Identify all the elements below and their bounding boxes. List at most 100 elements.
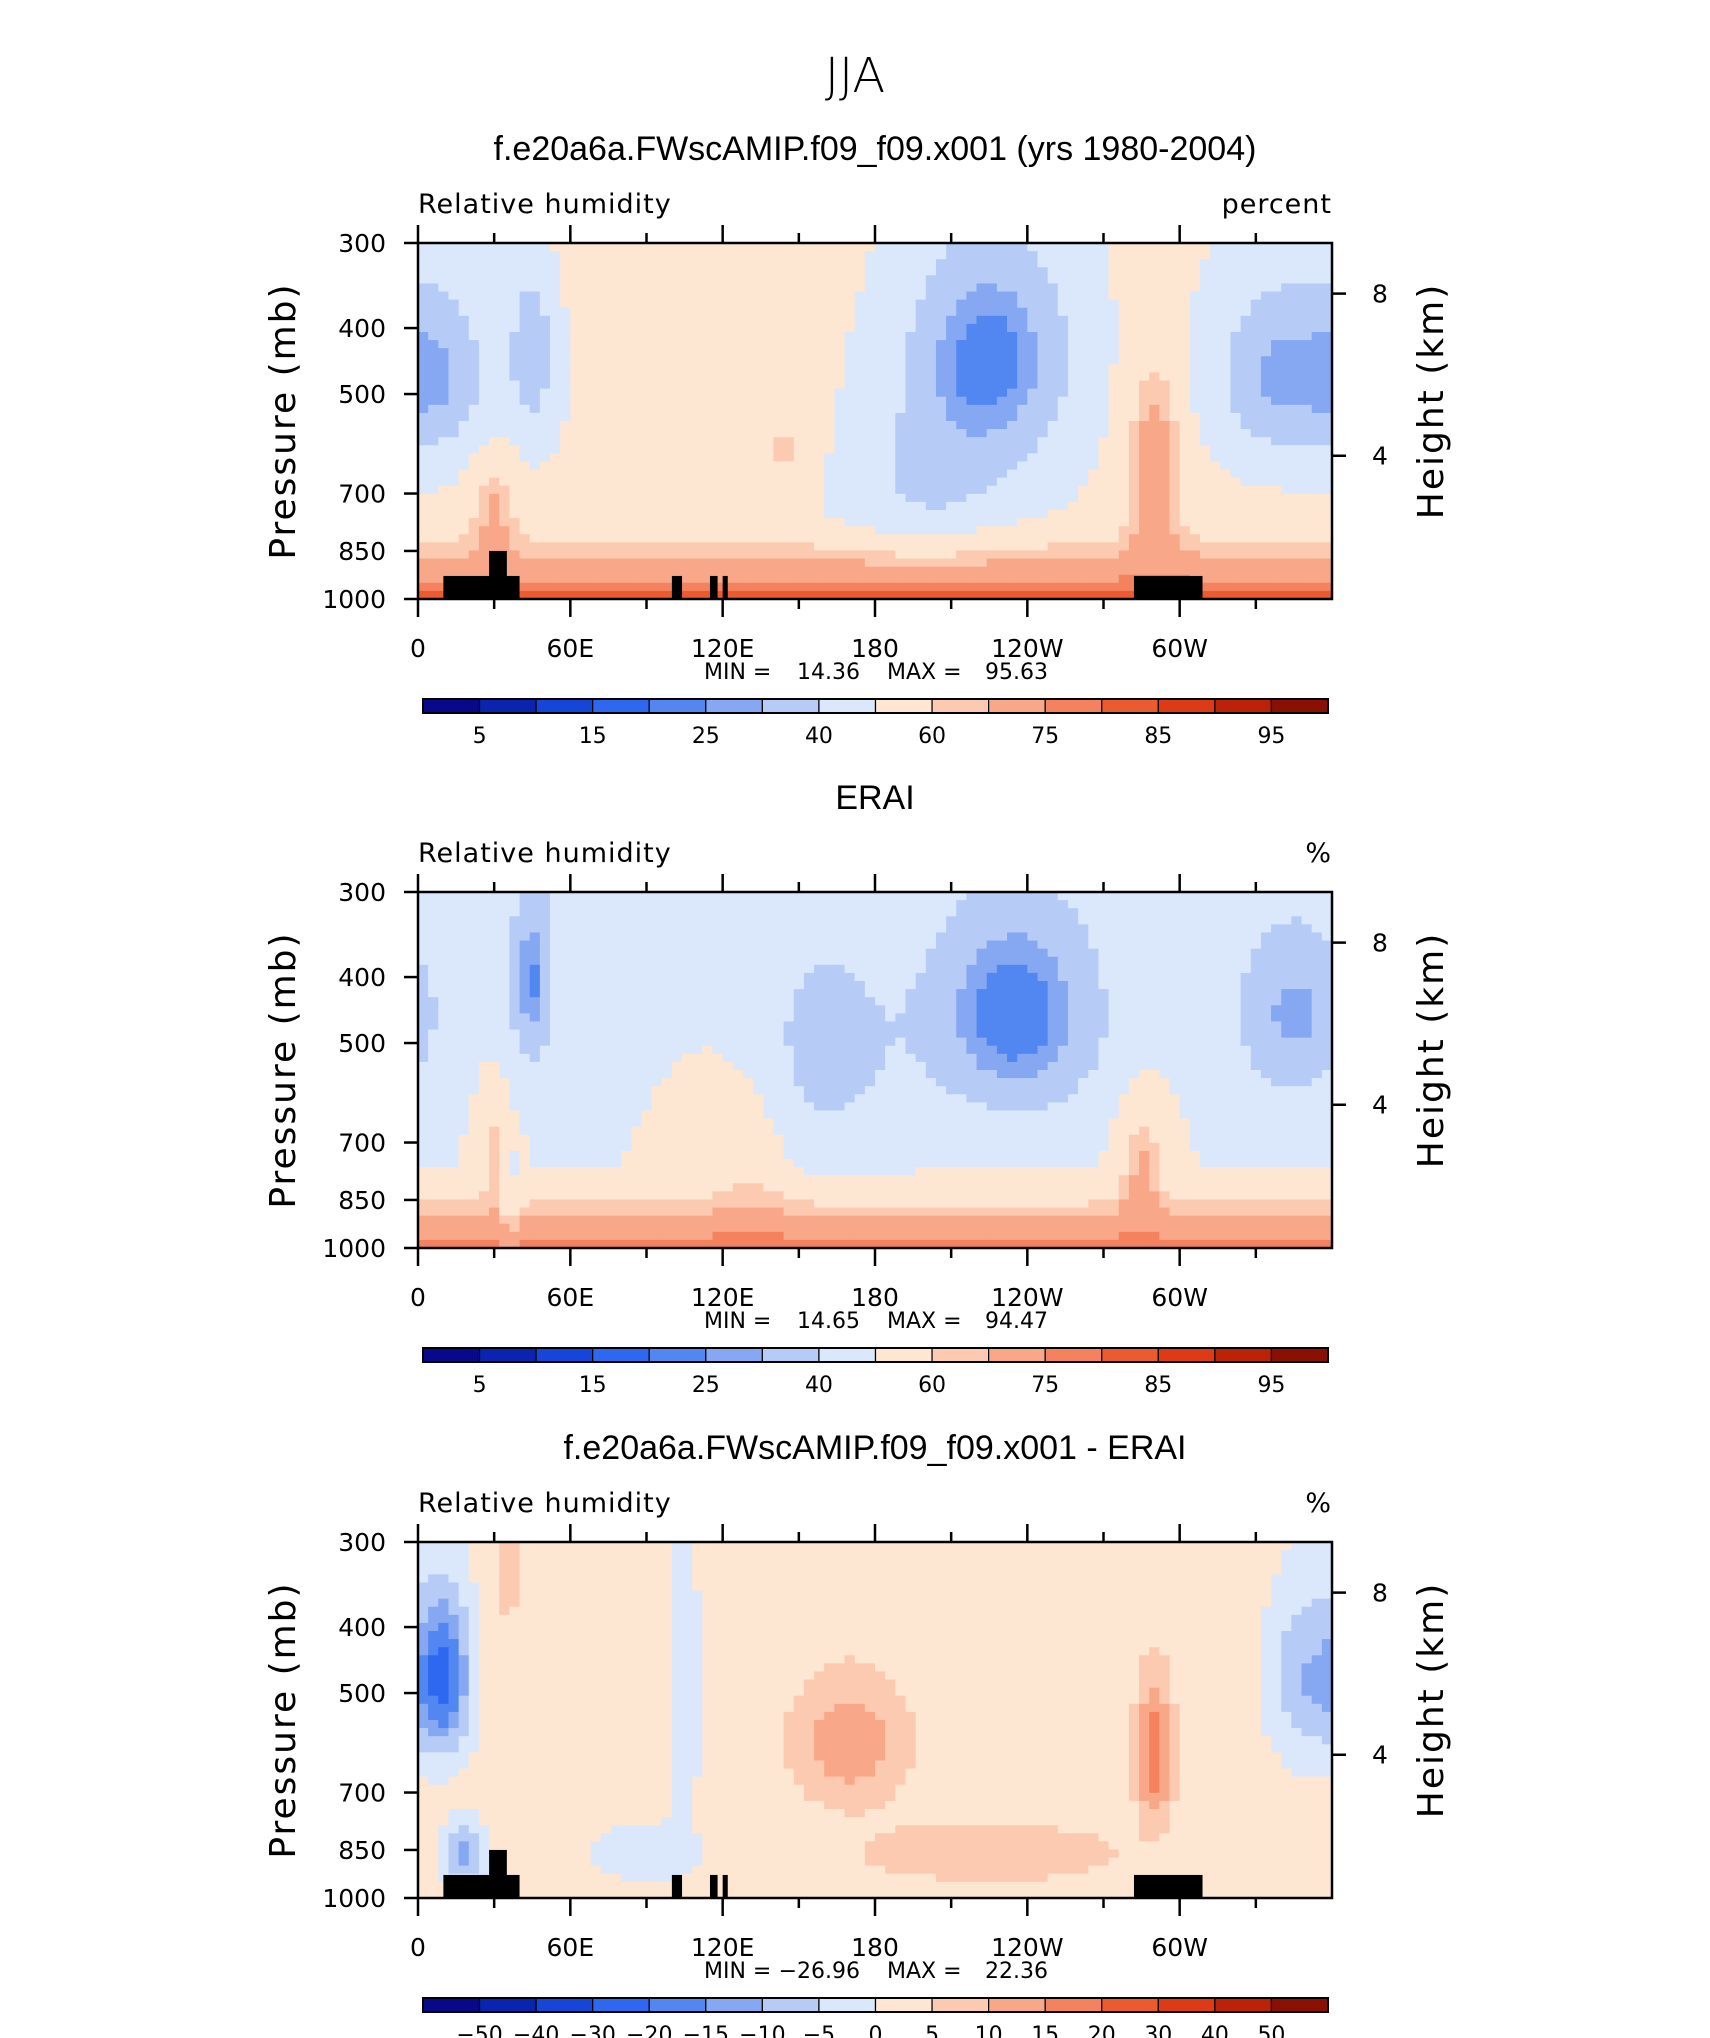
heatmap-cell	[834, 243, 846, 252]
heatmap-cell	[976, 542, 988, 552]
heatmap-cell	[1007, 332, 1018, 341]
heatmap-cell	[1149, 437, 1160, 446]
heatmap-cell	[519, 510, 531, 519]
heatmap-cell	[946, 964, 957, 974]
heatmap-cell	[763, 340, 775, 349]
heatmap-cell	[1189, 251, 1201, 260]
heatmap-cell	[1017, 340, 1028, 349]
heatmap-cell	[590, 437, 602, 446]
heatmap-cell	[875, 582, 886, 592]
heatmap-cell	[956, 283, 967, 293]
heatmap-cell	[1189, 364, 1201, 374]
heatmap-cell	[1311, 582, 1323, 592]
heatmap-cell	[1199, 291, 1211, 301]
heatmap-cell	[1199, 380, 1211, 390]
heatmap-cell	[1159, 243, 1171, 252]
heatmap-cell	[1260, 251, 1272, 260]
heatmap-cell	[966, 388, 978, 398]
heatmap-cell	[448, 469, 460, 479]
heatmap-cell	[986, 388, 998, 398]
heatmap-cell	[1321, 396, 1333, 406]
heatmap-cell	[1037, 388, 1049, 398]
heatmap-cell	[1199, 566, 1211, 576]
heatmap-cell	[570, 340, 582, 349]
heatmap-cell	[458, 388, 470, 398]
heatmap-cell	[1057, 437, 1069, 446]
heatmap-cell	[834, 348, 846, 357]
heatmap-cell	[1078, 421, 1089, 430]
heatmap-cell	[722, 892, 734, 901]
heatmap-cell	[560, 972, 571, 982]
heatmap-cell	[966, 574, 978, 584]
heatmap-cell	[651, 892, 663, 901]
heatmap-cell	[1230, 892, 1242, 901]
heatmap-cell	[1078, 267, 1089, 276]
heatmap-cell	[875, 299, 886, 309]
heatmap-cell	[529, 550, 541, 560]
heatmap-cell	[1067, 283, 1079, 293]
heatmap-cell	[661, 900, 673, 909]
heatmap-cell	[1250, 518, 1262, 527]
heatmap-cell	[539, 892, 551, 901]
heatmap-cell	[1250, 243, 1262, 252]
heatmap-cell	[1169, 948, 1181, 958]
heatmap-cell	[621, 892, 632, 901]
heatmap-cell	[793, 332, 805, 341]
heatmap-cell	[438, 956, 450, 966]
heatmap-cell	[631, 501, 643, 511]
heatmap-cell	[1017, 900, 1028, 909]
heatmap-cell	[641, 518, 653, 527]
heatmap-cell	[651, 445, 663, 454]
heatmap-cell	[1250, 412, 1262, 422]
heatmap-cell	[1017, 396, 1028, 406]
heatmap-cell	[895, 542, 907, 552]
heatmap-cell	[976, 437, 988, 446]
heatmap-cell	[946, 356, 957, 365]
heatmap-cell	[621, 412, 632, 422]
heatmap-cell	[1108, 501, 1120, 511]
heatmap-cell	[834, 315, 846, 325]
heatmap-cell	[783, 534, 795, 543]
heatmap-cell	[895, 550, 907, 560]
heatmap-cell	[1271, 924, 1282, 934]
heatmap-cell	[773, 445, 785, 454]
heatmap-cell	[814, 550, 825, 560]
heatmap-cell	[1301, 364, 1313, 374]
heatmap-cell	[966, 323, 978, 333]
heatmap-cell	[722, 542, 734, 552]
heatmap-cell	[935, 332, 947, 341]
heatmap-cell	[1118, 558, 1130, 568]
heatmap-cell	[1078, 477, 1089, 487]
heatmap-cell	[600, 453, 612, 463]
heatmap-cell	[1149, 299, 1160, 309]
heatmap-cell	[610, 348, 622, 357]
heatmap-cell	[946, 477, 957, 487]
heatmap-cell	[895, 582, 907, 592]
heatmap-cell	[976, 267, 988, 276]
heatmap-cell	[895, 590, 907, 600]
heatmap-cell	[478, 412, 490, 422]
heatmap-cell	[1078, 396, 1089, 406]
heatmap-cell	[600, 972, 612, 982]
heatmap-cell	[986, 323, 998, 333]
heatmap-cell	[925, 582, 937, 592]
heatmap-cell	[1301, 924, 1313, 934]
heatmap-cell	[864, 332, 876, 341]
heatmap-cell	[763, 437, 775, 446]
heatmap-cell	[1017, 916, 1028, 925]
heatmap-cell	[1007, 566, 1018, 576]
heatmap-cell	[539, 518, 551, 527]
heatmap-cell	[600, 558, 612, 568]
heatmap-cell	[468, 550, 480, 560]
heatmap-cell	[438, 510, 450, 519]
heatmap-cell	[539, 243, 551, 252]
heatmap-cell	[1220, 477, 1232, 487]
heatmap-cell	[753, 323, 764, 333]
heatmap-cell	[570, 453, 582, 463]
heatmap-cell	[1027, 940, 1039, 950]
heatmap-cell	[560, 340, 571, 349]
heatmap-cell	[1281, 437, 1292, 446]
heatmap-cell	[895, 299, 907, 309]
heatmap-cell	[702, 323, 714, 333]
heatmap-cell	[946, 243, 957, 252]
